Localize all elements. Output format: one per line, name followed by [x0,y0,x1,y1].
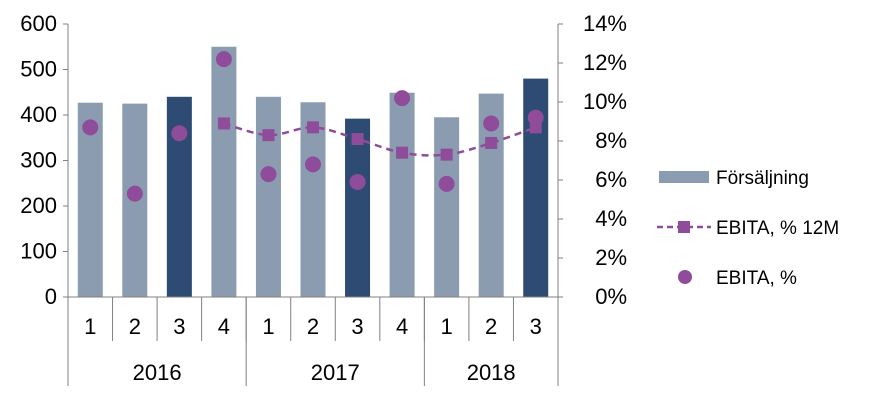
y-left-tick-label: 400 [20,102,57,127]
legend-layer: Försäljning EBITA, % 12M EBITA, % [657,168,839,289]
ebita-dot-4 [215,51,232,68]
category-label: 3 [351,314,363,339]
y-left-tick-label: 200 [20,193,57,218]
y-right-tick-label: 12% [583,50,627,75]
ebita-12m-marker-10 [485,136,498,149]
legend-dot-marker [678,270,692,284]
ebita-dot-11 [527,109,544,126]
legend-bar-swatch [659,171,709,183]
category-label: 2 [485,314,497,339]
category-label: 4 [396,314,408,339]
category-label: 4 [218,314,230,339]
ebita-12m-marker-4 [217,117,230,130]
y-right-tick-label: 10% [583,89,627,114]
ebita-dot-3 [171,125,188,142]
ebita-12m-marker-7 [351,133,364,146]
ebita-dot-6 [305,156,321,173]
bar-7 [345,118,371,297]
y-left-tick-label: 300 [20,148,57,173]
group-label: 2017 [311,360,360,385]
legend-label-ebita: EBITA, % [716,268,797,289]
bar-6 [300,102,326,297]
ebita-dot-8 [394,90,411,107]
y-right-tick-label: 0% [595,284,627,309]
category-label: 1 [84,314,96,339]
bar-4 [211,46,237,297]
category-label: 3 [530,314,542,339]
group-label: 2018 [467,360,516,385]
ebita-12m-marker-6 [307,121,319,134]
y-right-tick-label: 2% [595,245,627,270]
category-label: 3 [173,314,185,339]
y-right-tick-label: 8% [595,128,627,153]
ebita-dot-2 [126,185,143,202]
ebita-dot-5 [260,166,277,183]
y-right-tick-label: 14% [583,11,627,36]
y-left-tick-label: 100 [20,239,57,264]
group-label: 2016 [133,360,182,385]
ebita-dot-10 [483,115,500,132]
legend-label-ebita-12m: EBITA, % 12M [716,218,839,239]
bar-5 [255,96,281,297]
y-left-tick-label: 500 [20,57,57,82]
category-label: 1 [262,314,274,339]
ebita-12m-marker-5 [262,129,275,142]
legend-line-marker [678,221,690,233]
y-left-tick-label: 600 [20,11,57,36]
markers-layer [82,51,544,202]
axes-layer [63,23,563,386]
bars-layer [77,46,549,298]
category-label: 2 [307,314,319,339]
y-right-tick-label: 4% [595,206,627,231]
ebita-12m-marker-8 [396,146,409,159]
legend-label-sales: Försäljning [716,168,809,189]
category-label: 1 [441,314,453,339]
bar-8 [389,92,415,297]
ebita-dot-9 [438,175,455,192]
ebita-dot-7 [349,173,366,190]
y-right-tick-label: 6% [595,167,627,192]
ebita-12m-marker-9 [440,148,453,161]
y-left-tick-label: 0 [45,284,57,309]
category-label: 2 [129,314,141,339]
line-layer [217,117,542,161]
ebita-dot-1 [82,119,99,136]
bar-9 [434,117,460,298]
